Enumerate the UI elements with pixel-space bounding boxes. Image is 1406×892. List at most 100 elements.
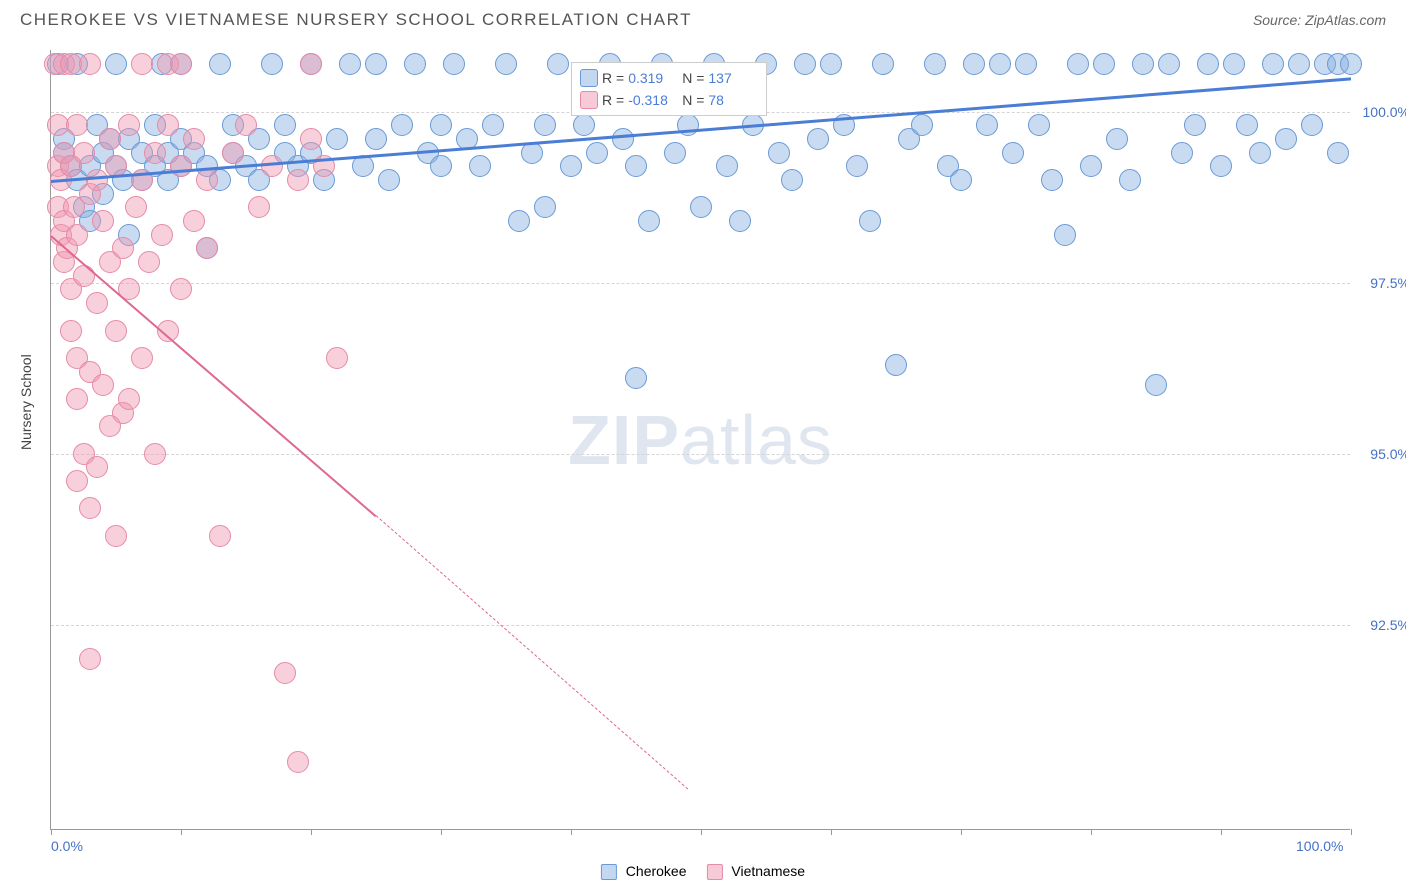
x-tick <box>51 829 52 835</box>
data-point <box>716 155 738 177</box>
data-point <box>1119 169 1141 191</box>
x-tick <box>441 829 442 835</box>
x-tick <box>1091 829 1092 835</box>
data-point <box>79 53 101 75</box>
data-point <box>1223 53 1245 75</box>
data-point <box>60 320 82 342</box>
data-point <box>300 53 322 75</box>
trend-line <box>376 515 689 789</box>
legend-swatch-icon <box>601 864 617 880</box>
data-point <box>794 53 816 75</box>
data-point <box>950 169 972 191</box>
data-point <box>157 114 179 136</box>
data-point <box>638 210 660 232</box>
data-point <box>1210 155 1232 177</box>
source-label: Source: ZipAtlas.com <box>1253 12 1386 28</box>
x-tick <box>311 829 312 835</box>
data-point <box>196 237 218 259</box>
y-tick-label: 92.5% <box>1370 617 1406 633</box>
data-point <box>625 155 647 177</box>
data-point <box>1132 53 1154 75</box>
data-point <box>274 662 296 684</box>
data-point <box>183 210 205 232</box>
data-point <box>664 142 686 164</box>
data-point <box>885 354 907 376</box>
data-point <box>118 114 140 136</box>
data-point <box>1067 53 1089 75</box>
data-point <box>924 53 946 75</box>
data-point <box>1340 53 1362 75</box>
data-point <box>482 114 504 136</box>
data-point <box>690 196 712 218</box>
data-point <box>261 53 283 75</box>
data-point <box>73 265 95 287</box>
data-point <box>66 224 88 246</box>
x-tick <box>181 829 182 835</box>
x-tick <box>1221 829 1222 835</box>
data-point <box>430 155 452 177</box>
data-point <box>404 53 426 75</box>
data-point <box>508 210 530 232</box>
stat-label: N = <box>682 67 704 89</box>
data-point <box>144 443 166 465</box>
y-tick-label: 100.0% <box>1363 104 1406 120</box>
x-tick <box>701 829 702 835</box>
data-point <box>1158 53 1180 75</box>
data-point <box>99 128 121 150</box>
stat-label: N = <box>682 89 704 111</box>
y-tick-label: 97.5% <box>1370 275 1406 291</box>
data-point <box>495 53 517 75</box>
data-point <box>144 142 166 164</box>
stats-row: R =0.319N =137 <box>580 67 758 89</box>
data-point <box>66 470 88 492</box>
data-point <box>1275 128 1297 150</box>
legend-swatch-icon <box>580 69 598 87</box>
data-point <box>1093 53 1115 75</box>
stat-r: -0.318 <box>628 89 678 111</box>
data-point <box>66 114 88 136</box>
data-point <box>196 169 218 191</box>
data-point <box>339 53 361 75</box>
data-point <box>1236 114 1258 136</box>
data-point <box>73 142 95 164</box>
data-point <box>1197 53 1219 75</box>
x-tick-label: 0.0% <box>51 838 83 854</box>
data-point <box>261 155 283 177</box>
stat-label: R = <box>602 67 624 89</box>
data-point <box>846 155 868 177</box>
stat-n: 137 <box>708 67 758 89</box>
x-tick <box>831 829 832 835</box>
stat-r: 0.319 <box>628 67 678 89</box>
data-point <box>79 648 101 670</box>
legend-item-cherokee: Cherokee <box>601 863 687 880</box>
data-point <box>534 114 556 136</box>
data-point <box>976 114 998 136</box>
data-point <box>1301 114 1323 136</box>
data-point <box>768 142 790 164</box>
data-point <box>151 224 173 246</box>
data-point <box>1041 169 1063 191</box>
x-tick <box>961 829 962 835</box>
stat-n: 78 <box>708 89 758 111</box>
data-point <box>105 525 127 547</box>
data-point <box>1145 374 1167 396</box>
stat-label: R = <box>602 89 624 111</box>
data-point <box>79 497 101 519</box>
data-point <box>1015 53 1037 75</box>
gridline <box>51 625 1350 626</box>
data-point <box>365 53 387 75</box>
data-point <box>287 169 309 191</box>
data-point <box>1002 142 1024 164</box>
data-point <box>274 114 296 136</box>
data-point <box>326 347 348 369</box>
data-point <box>125 196 147 218</box>
data-point <box>625 367 647 389</box>
data-point <box>729 210 751 232</box>
x-tick <box>1351 829 1352 835</box>
data-point <box>378 169 400 191</box>
data-point <box>170 278 192 300</box>
data-point <box>138 251 160 273</box>
data-point <box>1054 224 1076 246</box>
data-point <box>300 128 322 150</box>
data-point <box>573 114 595 136</box>
